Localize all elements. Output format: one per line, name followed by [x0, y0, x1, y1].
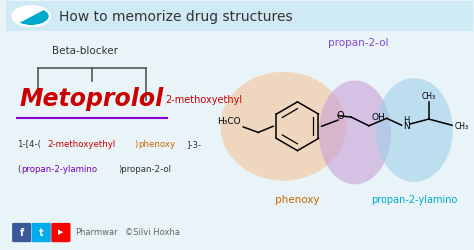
Text: propan-2-ylamino: propan-2-ylamino: [371, 196, 457, 205]
Text: ]-3-: ]-3-: [186, 140, 201, 149]
Text: How to memorize drug structures: How to memorize drug structures: [59, 10, 293, 24]
Text: CH₃: CH₃: [422, 92, 436, 101]
Text: t: t: [39, 228, 44, 237]
Text: ▶: ▶: [58, 230, 64, 235]
Text: phenoxy: phenoxy: [139, 140, 176, 149]
Text: H₃CO: H₃CO: [217, 117, 241, 126]
Circle shape: [12, 6, 50, 26]
FancyBboxPatch shape: [12, 223, 31, 242]
Text: O: O: [337, 110, 344, 120]
Text: CH₃: CH₃: [455, 122, 468, 131]
Text: ): ): [135, 140, 138, 149]
Text: (: (: [17, 165, 20, 174]
Text: phenoxy: phenoxy: [275, 196, 320, 205]
Text: 1-[4-(: 1-[4-(: [17, 140, 41, 149]
Text: ©Silvi Hoxha: ©Silvi Hoxha: [125, 228, 180, 237]
Text: Beta-blocker: Beta-blocker: [52, 46, 118, 56]
FancyBboxPatch shape: [6, 2, 473, 31]
Text: N: N: [403, 122, 410, 131]
Text: )propan-2-ol: )propan-2-ol: [118, 165, 171, 174]
Text: 2-methoxyethyl: 2-methoxyethyl: [165, 95, 243, 105]
Text: Pharmwar: Pharmwar: [75, 228, 117, 237]
Text: Metoprolol: Metoprolol: [20, 87, 164, 111]
Text: propan-2-ylamino: propan-2-ylamino: [21, 165, 98, 174]
Text: OH: OH: [371, 112, 385, 122]
FancyBboxPatch shape: [32, 223, 51, 242]
Wedge shape: [12, 6, 45, 23]
Text: 2-methoxyethyl: 2-methoxyethyl: [48, 140, 116, 149]
Text: propan-2-ol: propan-2-ol: [328, 38, 388, 48]
Ellipse shape: [319, 80, 391, 184]
Ellipse shape: [376, 78, 453, 182]
Ellipse shape: [220, 72, 346, 180]
Text: H: H: [403, 116, 410, 125]
Text: f: f: [20, 228, 24, 237]
FancyBboxPatch shape: [51, 223, 71, 242]
